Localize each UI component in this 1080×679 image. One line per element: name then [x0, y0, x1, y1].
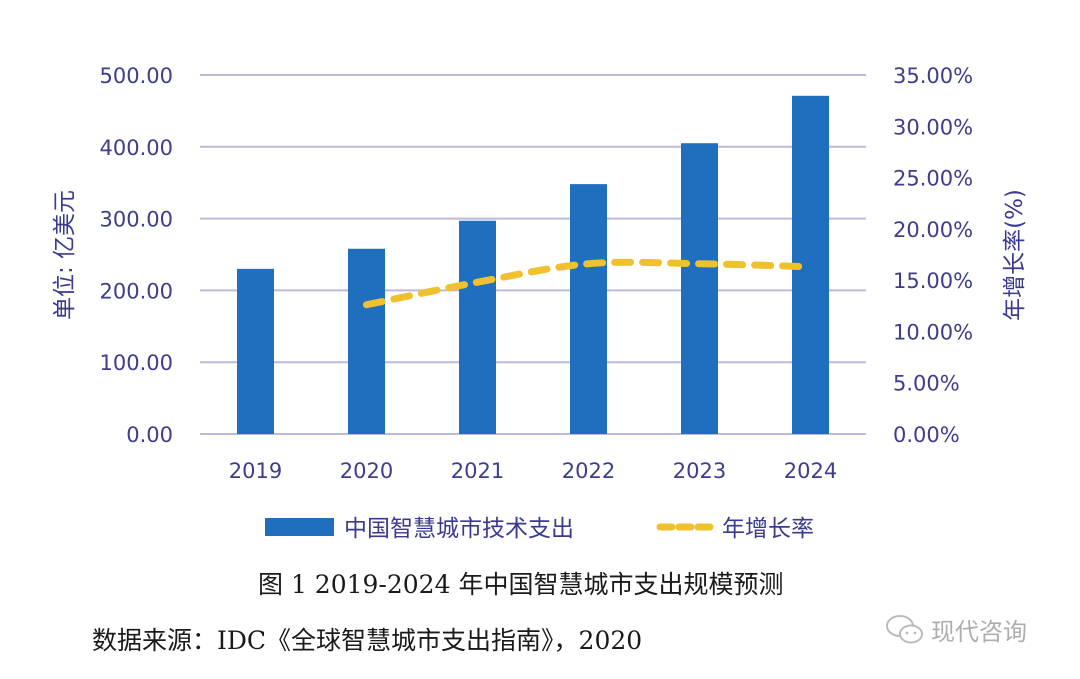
x-tick-label: 2019: [229, 459, 282, 483]
wechat-icon: [886, 614, 923, 643]
right-tick-label: 5.00%: [893, 372, 960, 396]
growth-rate-line: [363, 258, 814, 309]
gridlines: [200, 74, 866, 435]
x-axis-ticks: 2019 2020 2021 2022 2023 2024: [229, 459, 837, 483]
left-tick-label: 500.00: [100, 64, 173, 88]
bar-2022: [570, 184, 607, 434]
bars: [237, 95, 829, 435]
left-axis-title: 单位: 亿美元: [52, 190, 78, 320]
left-tick-label: 300.00: [100, 208, 173, 232]
left-tick-label: 400.00: [100, 136, 173, 160]
bar-2021: [459, 220, 496, 434]
chart: 0.00 100.00 200.00 300.00 400.00 500.00 0.00%…: [52, 64, 1028, 542]
right-tick-label: 10.00%: [893, 320, 973, 344]
left-tick-label: 100.00: [100, 351, 173, 375]
right-tick-label: 15.00%: [893, 269, 973, 293]
legend: 中国智慧城市技术支出 年增长率: [265, 516, 814, 542]
right-axis-title: 年增长率(%): [1002, 189, 1028, 321]
growth-line: [363, 258, 814, 309]
right-tick-label: 30.00%: [893, 115, 973, 139]
x-tick-label: 2023: [673, 459, 726, 483]
figure-caption: 图 1 2019-2024 年中国智慧城市支出规模预测: [258, 570, 784, 599]
bar-2023: [681, 143, 718, 434]
left-tick-label: 0.00: [126, 423, 173, 447]
left-tick-label: 200.00: [100, 279, 173, 303]
x-tick-label: 2022: [562, 459, 615, 483]
legend-label-line: 年增长率: [722, 516, 814, 542]
right-tick-label: 35.00%: [893, 64, 973, 88]
right-tick-label: 0.00%: [893, 423, 960, 447]
right-axis-ticks: 0.00% 5.00% 10.00% 15.00% 20.00% 25.00% 30.00%…: [893, 64, 973, 447]
x-tick-label: 2024: [784, 459, 837, 483]
right-tick-label: 25.00%: [893, 167, 973, 191]
left-axis-ticks: 0.00 100.00 200.00 300.00 400.00 500.00: [100, 64, 173, 447]
legend-swatch-bar: [265, 518, 334, 536]
watermark: 现代咨询: [885, 612, 1027, 647]
x-tick-label: 2020: [340, 459, 393, 483]
right-tick-label: 20.00%: [893, 218, 973, 242]
bar-2019: [237, 268, 274, 434]
x-tick-label: 2021: [451, 459, 504, 483]
watermark-text: 现代咨询: [931, 618, 1027, 646]
data-source: 数据来源：IDC《全球智慧城市支出指南》，2020: [92, 626, 643, 655]
bar-2020: [348, 248, 385, 434]
legend-label-bar: 中国智慧城市技术支出: [344, 516, 574, 542]
